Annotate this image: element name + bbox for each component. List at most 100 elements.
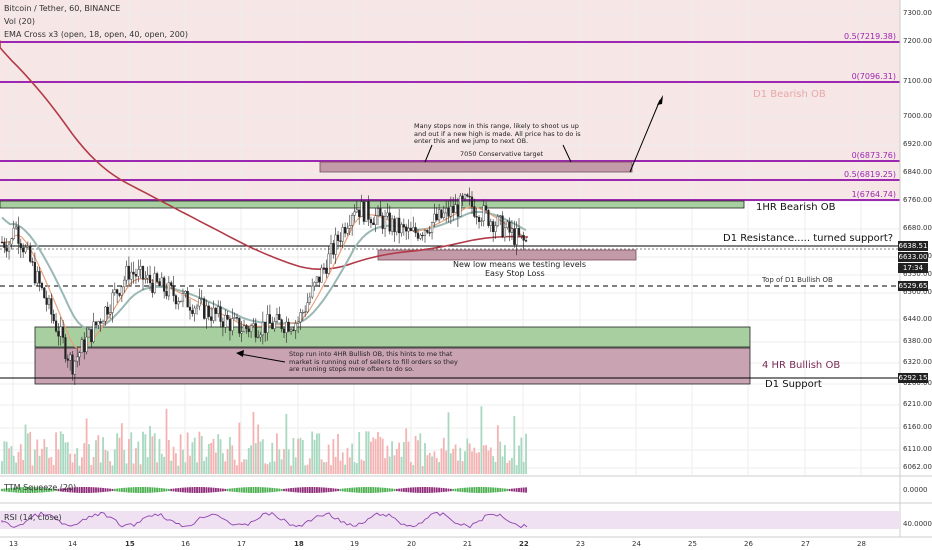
volume-bar <box>515 465 518 474</box>
ttm-bar <box>276 488 278 492</box>
ttm-bar <box>365 487 368 493</box>
candle-body <box>419 234 422 239</box>
ttm-bar <box>259 487 262 493</box>
volume-bar <box>325 462 328 474</box>
ttm-bar <box>489 487 492 493</box>
candle-body <box>381 215 384 229</box>
time-tick-label: 19 <box>350 540 359 548</box>
ttm-bar <box>73 487 76 493</box>
ttm-bar <box>487 487 490 493</box>
volume-bar <box>128 439 130 474</box>
candle-body <box>254 323 257 338</box>
volume-bar <box>130 432 133 474</box>
volume-bar <box>153 433 156 474</box>
volume-bar <box>48 457 50 474</box>
candle-body <box>163 277 166 292</box>
volume-bar <box>240 462 243 474</box>
ttm-bar <box>440 487 443 493</box>
ttm-bar <box>31 487 34 493</box>
candle-body <box>477 217 481 222</box>
candle-body <box>440 209 443 218</box>
candle-body <box>235 317 239 319</box>
target-arrow <box>629 99 661 173</box>
ttm-bar <box>229 488 231 492</box>
candle-body <box>325 267 328 274</box>
volume-bar <box>299 437 302 474</box>
volume-bar <box>17 451 20 474</box>
candle-body <box>240 331 243 334</box>
ttm-bar <box>167 488 170 492</box>
ttm-bar <box>339 488 342 492</box>
volume-bar <box>414 435 417 474</box>
ttm-bar <box>504 488 506 492</box>
volume-bar <box>43 439 46 474</box>
candle-body <box>174 295 177 305</box>
candle-body <box>501 215 504 238</box>
candle-body <box>184 291 187 294</box>
ttm-bar <box>71 487 74 493</box>
candle-body <box>259 334 262 338</box>
candle-body <box>445 208 448 214</box>
volume-bar <box>167 440 170 474</box>
candle-body <box>499 215 502 217</box>
volume-bar <box>424 443 426 474</box>
ttm-bar <box>151 487 154 493</box>
volume-bar <box>102 437 104 474</box>
volume-bar <box>191 442 194 474</box>
candle-body <box>186 291 189 308</box>
candle-body <box>485 205 488 211</box>
ttm-bar <box>475 487 478 493</box>
ttm-bar <box>304 487 307 493</box>
candle-body <box>294 323 297 331</box>
ttm-bar <box>264 487 267 493</box>
volume-bar <box>210 442 213 474</box>
candle-body <box>393 218 396 233</box>
candle-body <box>195 305 199 309</box>
volume-bar <box>405 428 408 474</box>
ttm-bar <box>243 487 245 493</box>
volume-bar <box>142 431 144 474</box>
ttm-bar <box>433 487 436 493</box>
candle-body <box>64 337 67 359</box>
volume-bar <box>222 453 224 474</box>
volume-bar <box>118 437 121 474</box>
candle-body <box>400 224 403 234</box>
volume-bar <box>85 418 88 474</box>
candle-body <box>45 297 48 305</box>
ttm-bar <box>318 487 321 493</box>
ttm-bar <box>177 488 180 492</box>
ttm-bar <box>62 488 64 492</box>
time-tick-label: 14 <box>68 540 77 548</box>
price-tick-label: 6380.00 <box>903 337 932 345</box>
candle-body <box>510 228 514 233</box>
ttm-bar <box>59 488 62 492</box>
candle-body <box>365 201 368 222</box>
volume-bar <box>384 458 386 474</box>
candle-body <box>59 326 62 337</box>
volume-bar <box>426 455 429 474</box>
time-tick-label: 20 <box>407 540 416 548</box>
ttm-bar <box>224 488 227 492</box>
easy-stop-note: Easy Stop Loss <box>485 269 545 278</box>
volume-bar <box>496 425 499 474</box>
ttm-bar <box>132 487 135 493</box>
volume-bar <box>294 457 297 474</box>
price-tag-support: 6292.15 <box>898 373 928 383</box>
ttm-bar <box>417 487 419 493</box>
price-tick-label: 6210.00 <box>903 400 932 408</box>
volume-bar <box>341 452 344 474</box>
candle-body <box>391 218 394 232</box>
volume-bar <box>175 453 177 474</box>
volume-bar <box>471 451 473 474</box>
volume-bar <box>163 456 166 474</box>
volume-bar <box>348 457 351 474</box>
volume-bar <box>478 452 480 474</box>
volume-bar <box>454 444 457 474</box>
volume-bar <box>97 435 100 474</box>
volume-bar <box>313 439 316 474</box>
candle-body <box>376 208 380 216</box>
candle-body <box>62 326 65 338</box>
note-arrow-left <box>424 144 433 163</box>
ttm-bar <box>247 487 250 493</box>
candle-body <box>90 329 93 343</box>
